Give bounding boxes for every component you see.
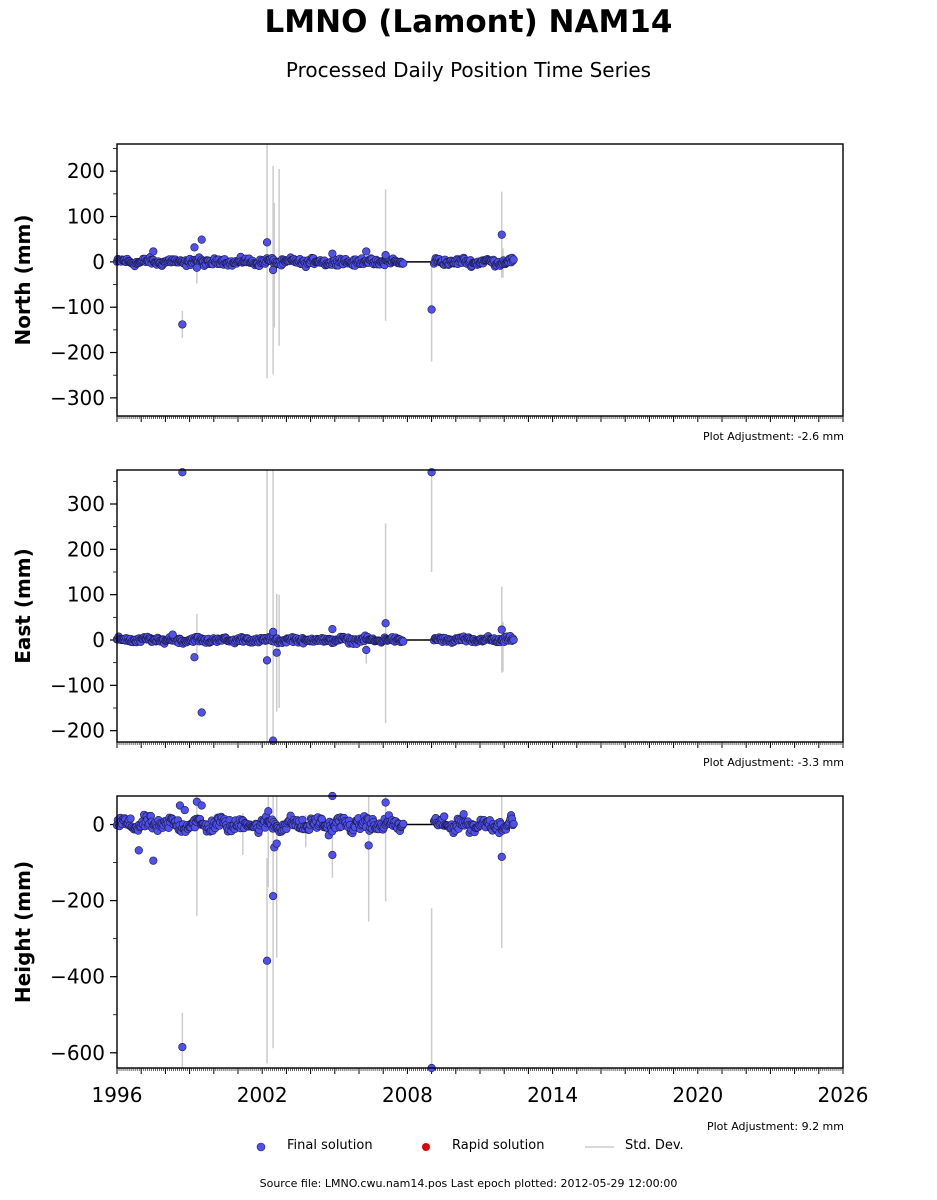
height-outlier-point <box>197 801 206 810</box>
north-outlier-point <box>268 265 278 275</box>
height-ytick-label: −400 <box>50 965 105 989</box>
height-ytick-label: −600 <box>50 1041 105 1065</box>
height-point <box>440 812 449 821</box>
north-outlier-point <box>427 305 436 314</box>
xtick-label: 2008 <box>382 1083 433 1107</box>
east-ytick-label: −100 <box>50 673 105 697</box>
north-ytick-label: 200 <box>67 159 105 183</box>
height-ytick-label: 0 <box>92 813 105 837</box>
north-ylabel: North (mm) <box>11 214 35 345</box>
height-outlier-point <box>268 891 278 901</box>
height-outlier-point <box>381 798 390 807</box>
height-outlier-point <box>328 850 337 860</box>
east-outlier-point <box>381 619 390 628</box>
north-outlier-point <box>178 320 187 329</box>
xtick-label: 2014 <box>527 1083 578 1107</box>
north-outlier-point <box>362 247 371 256</box>
height-outlier-point <box>178 1042 187 1052</box>
height-ylabel: Height (mm) <box>11 861 35 1003</box>
north-outlier-point <box>149 247 158 256</box>
east-outlier-point <box>328 625 337 634</box>
height-plot-frame <box>116 795 844 1069</box>
east-ytick-label: 300 <box>67 492 105 516</box>
height-outlier-point <box>134 846 143 855</box>
height-plot-adjustment: Plot Adjustment: 9.2 mm <box>706 1120 844 1133</box>
xtick-label: 2002 <box>237 1083 288 1107</box>
legend: Final solution Rapid solution Std. Dev. <box>0 1138 937 1158</box>
height-outlier-point <box>262 956 272 965</box>
east-outlier-point <box>197 708 206 717</box>
east-ylabel: East (mm) <box>11 548 35 664</box>
east-plot-adjustment: Plot Adjustment: -3.3 mm <box>703 756 844 769</box>
height-point <box>509 819 518 829</box>
xtick-label: 2020 <box>672 1083 723 1107</box>
height-point <box>126 814 135 823</box>
height-outlier-point <box>264 807 273 816</box>
east-outlier-point <box>362 645 371 655</box>
north-plot-frame <box>116 143 844 417</box>
north-ytick-label: 100 <box>67 205 105 229</box>
xtick-label: 2026 <box>818 1083 869 1107</box>
north-ytick-label: −200 <box>50 341 105 365</box>
north-point <box>399 259 408 268</box>
east-point <box>509 635 518 645</box>
chart-title: LMNO (Lamont) NAM14 <box>264 4 673 40</box>
north-outlier-point <box>192 263 201 272</box>
north-ytick-label: −300 <box>50 386 105 410</box>
height-outlier-point <box>180 805 189 815</box>
east-outlier-point <box>497 625 506 634</box>
north-outlier-point <box>381 250 390 260</box>
north-ytick-label: −100 <box>50 295 105 319</box>
east-ytick-label: 100 <box>67 583 105 607</box>
height-outlier-point <box>272 839 281 848</box>
north-outlier-point <box>497 230 506 239</box>
east-ytick-label: 200 <box>67 537 105 561</box>
east-outlier-point <box>268 736 278 745</box>
east-ytick-label: −200 <box>50 719 105 743</box>
height-ytick-label: −200 <box>50 889 105 913</box>
legend-final-label: Final solution <box>287 1138 373 1153</box>
north-plot-adjustment: Plot Adjustment: -2.6 mm <box>703 430 844 443</box>
north-outlier-point <box>262 238 272 247</box>
east-point <box>399 637 408 646</box>
east-outlier-point <box>262 656 272 665</box>
north-point <box>509 255 518 264</box>
height-point <box>399 819 408 828</box>
height-outlier-point <box>149 856 158 865</box>
east-outlier-point <box>272 648 281 657</box>
north-outlier-point <box>190 243 199 252</box>
height-point <box>459 810 468 819</box>
east-ytick-label: 0 <box>92 628 105 652</box>
xtick-label: 1996 <box>92 1083 143 1107</box>
east-plot-frame <box>116 469 844 743</box>
north-outlier-point <box>197 235 206 244</box>
legend-rapid-label: Rapid solution <box>452 1138 545 1153</box>
source-note: Source file: LMNO.cwu.nam14.pos Last epo… <box>259 1177 678 1190</box>
legend-std-label: Std. Dev. <box>625 1138 684 1153</box>
legend-markers <box>256 1142 614 1152</box>
height-outlier-point <box>364 841 373 850</box>
legend-rapid-marker <box>422 1143 430 1151</box>
east-outlier-point <box>190 653 199 662</box>
east-outlier-point <box>168 630 177 639</box>
legend-final-marker <box>256 1142 266 1152</box>
north-outlier-point <box>328 249 337 258</box>
chart-subtitle: Processed Daily Position Time Series <box>285 58 652 82</box>
height-outlier-point <box>497 852 506 861</box>
east-outlier-point <box>268 627 278 636</box>
north-ytick-label: 0 <box>92 250 105 274</box>
